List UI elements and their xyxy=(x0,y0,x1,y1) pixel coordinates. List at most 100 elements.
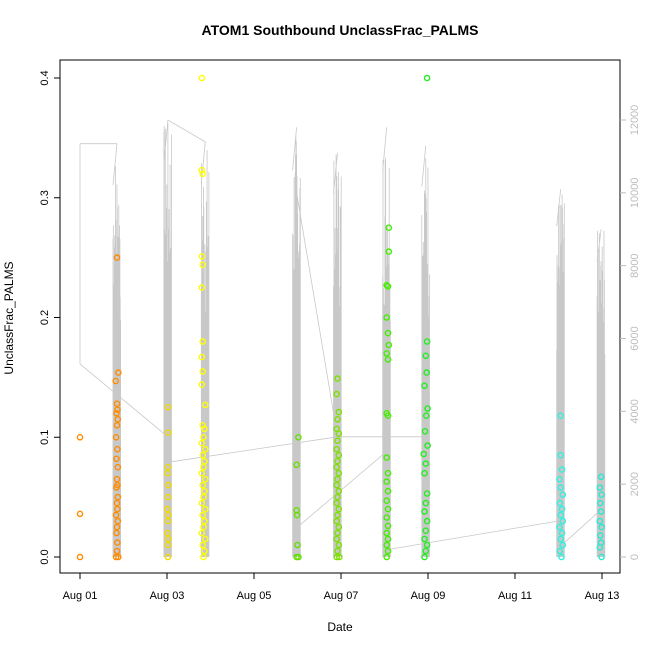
data-point xyxy=(597,508,605,515)
y2-tick-label: 6000 xyxy=(629,326,641,350)
data-point xyxy=(558,466,566,473)
data-point xyxy=(113,409,120,417)
x-tick-label: Aug 01 xyxy=(63,590,98,602)
x-axis: Aug 01 Aug 03 Aug 05 Aug 07 Aug 09 Aug 11 Aug … xyxy=(63,573,619,602)
data-point xyxy=(598,523,605,531)
data-point xyxy=(114,505,121,513)
data-point xyxy=(335,487,343,495)
data-point xyxy=(293,511,301,519)
data-point xyxy=(383,454,391,461)
data-point xyxy=(199,261,206,269)
data-point xyxy=(198,499,206,507)
data-point xyxy=(334,511,341,519)
data-point xyxy=(556,547,564,555)
data-point xyxy=(421,535,428,543)
data-point xyxy=(596,484,604,491)
x-axis-label: Date xyxy=(327,620,353,634)
data-point xyxy=(333,553,341,561)
data-point xyxy=(383,281,391,289)
data-point xyxy=(76,510,84,518)
data-point xyxy=(383,497,391,505)
data-point xyxy=(424,442,431,449)
data-point xyxy=(423,369,431,376)
data-point xyxy=(335,408,343,416)
x-tick-label: Aug 07 xyxy=(324,590,359,602)
data-point xyxy=(113,529,120,537)
data-point xyxy=(333,463,341,471)
data-point xyxy=(201,517,208,525)
data-point xyxy=(556,499,564,507)
data-point xyxy=(164,481,172,489)
y2-axis: 0 2000 4000 6000 8000 10000 12000 xyxy=(620,105,641,560)
data-point xyxy=(201,505,209,513)
data-point xyxy=(113,475,121,483)
data-point xyxy=(596,544,604,551)
y2-tick-label: 2000 xyxy=(629,472,641,496)
data-point xyxy=(164,517,172,525)
data-point xyxy=(384,535,392,543)
data-point xyxy=(199,338,206,345)
data-point xyxy=(334,415,341,423)
data-point xyxy=(113,484,120,491)
data-point xyxy=(383,350,391,357)
altitude-profile xyxy=(596,229,606,557)
data-point xyxy=(333,481,341,489)
data-point xyxy=(423,541,431,549)
data-point xyxy=(383,314,391,321)
data-point xyxy=(293,461,300,469)
data-point xyxy=(112,377,119,385)
altitude-transit-line xyxy=(296,192,338,437)
data-points-layer xyxy=(76,74,605,561)
data-point xyxy=(335,553,343,561)
data-point xyxy=(198,529,206,537)
data-point xyxy=(294,541,301,549)
data-point xyxy=(335,469,343,477)
data-point xyxy=(200,553,207,561)
data-point xyxy=(383,541,391,549)
y-axis: 0.0 0.1 0.2 0.3 0.4 xyxy=(39,70,60,565)
data-point xyxy=(114,415,122,423)
data-point xyxy=(198,381,206,388)
plot-area-frame xyxy=(59,59,621,574)
data-point xyxy=(112,433,120,441)
data-point xyxy=(201,445,209,453)
chart-title: ATOM1 Southbound UnclassFrac_PALMS xyxy=(202,22,479,38)
data-point xyxy=(598,491,605,499)
data-point xyxy=(334,493,341,501)
data-point xyxy=(385,248,393,255)
data-point xyxy=(201,401,209,409)
data-point xyxy=(385,341,393,349)
y2-tick-label: 0 xyxy=(629,554,641,560)
data-point xyxy=(113,547,121,555)
data-point xyxy=(164,469,171,477)
data-point xyxy=(164,529,171,537)
data-point xyxy=(424,405,431,412)
y-axis-label: UnclassFrac_PALMS xyxy=(2,261,16,374)
data-point xyxy=(113,499,121,507)
data-point xyxy=(198,284,206,291)
data-point xyxy=(334,457,341,465)
data-point xyxy=(558,553,565,561)
data-point xyxy=(421,427,429,435)
data-point xyxy=(557,412,565,420)
data-point xyxy=(335,430,343,438)
data-point xyxy=(384,469,392,477)
data-point xyxy=(164,553,172,561)
data-point xyxy=(420,450,428,458)
data-point xyxy=(384,487,392,495)
data-point xyxy=(200,493,207,501)
data-point xyxy=(112,553,120,561)
data-point xyxy=(383,553,391,561)
data-point xyxy=(383,478,391,485)
data-point xyxy=(199,451,206,459)
data-point xyxy=(335,451,343,459)
data-point xyxy=(199,481,206,489)
data-point xyxy=(115,553,122,561)
data-point xyxy=(199,421,206,429)
data-point xyxy=(200,463,207,471)
data-point xyxy=(295,433,302,441)
data-point xyxy=(334,475,341,483)
altitude-profile xyxy=(163,119,172,557)
data-point xyxy=(421,553,428,561)
altitude-transit-line xyxy=(386,520,561,551)
